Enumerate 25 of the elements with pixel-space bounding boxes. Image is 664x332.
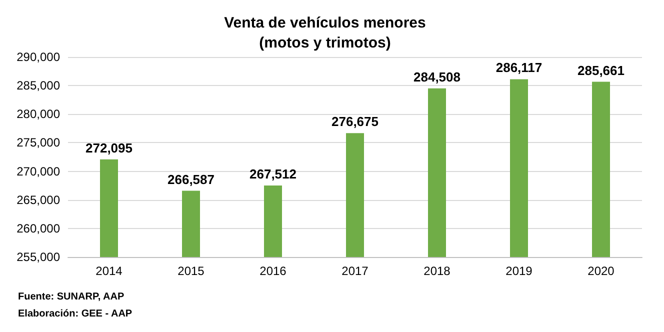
x-tick-label: 2015 <box>178 264 205 278</box>
data-label: 267,512 <box>250 166 296 182</box>
y-tick-label: 265,000 <box>16 192 60 207</box>
data-label: 266,587 <box>168 172 214 187</box>
y-tick-label: 255,000 <box>16 250 60 264</box>
x-tick-label: 2020 <box>588 264 615 278</box>
x-tick-label: 2018 <box>424 264 451 278</box>
data-label: 272,095 <box>86 140 132 156</box>
x-tick-label: 2016 <box>260 264 287 278</box>
data-label: 285,661 <box>578 62 624 78</box>
data-label: 284,508 <box>414 69 460 84</box>
x-tick-label: 2019 <box>506 264 533 278</box>
text: Elaboración: GEE - AAP <box>18 308 132 320</box>
data-label: 276,675 <box>332 114 378 130</box>
y-tick-label: 275,000 <box>16 136 60 150</box>
chart-title: Venta de vehículos menores (motos y trimotos) <box>224 14 426 52</box>
y-tick-label: 285,000 <box>16 78 60 93</box>
x-tick-label: 2017 <box>342 264 369 278</box>
y-tick-label: 270,000 <box>16 164 60 178</box>
y-tick-label: 290,000 <box>16 50 60 64</box>
x-tick-label: 2014 <box>96 264 123 278</box>
y-tick-label: 260,000 <box>16 221 60 236</box>
y-tick-label: 280,000 <box>16 107 60 122</box>
data-label: 286,117 <box>496 60 542 76</box>
source-note: Fuente: SUNARP, AAP <box>18 292 124 302</box>
